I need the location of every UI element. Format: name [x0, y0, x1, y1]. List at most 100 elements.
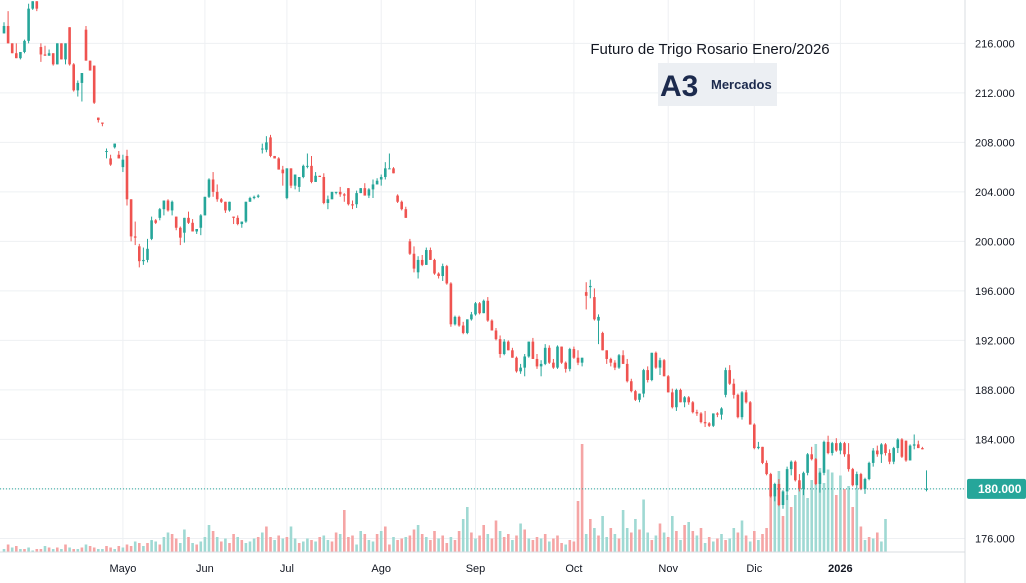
- candle-body: [593, 297, 596, 320]
- volume-bar: [224, 538, 227, 552]
- candle: [658, 357, 662, 376]
- volume-bar: [568, 540, 572, 552]
- candle-body: [43, 54, 47, 56]
- candle: [129, 199, 133, 242]
- volume-bar: [211, 531, 215, 552]
- candle: [617, 354, 621, 369]
- candle: [650, 352, 654, 382]
- candle: [72, 63, 75, 92]
- candle: [597, 314, 600, 345]
- candle-body: [654, 352, 658, 368]
- volume-bar: [527, 538, 531, 552]
- candle: [863, 477, 867, 494]
- candle-body: [416, 259, 420, 273]
- volume-bar: [802, 474, 805, 552]
- candle-body: [420, 259, 424, 265]
- candle-body: [806, 454, 809, 473]
- candle: [84, 25, 88, 61]
- volume-bar: [195, 544, 198, 552]
- volume-bar: [478, 535, 481, 552]
- candle-body: [884, 444, 887, 454]
- candle: [228, 201, 231, 212]
- candle: [765, 460, 768, 476]
- candle-body: [527, 341, 531, 357]
- y-tick-label: 192.000: [975, 335, 1015, 347]
- candle: [523, 354, 526, 377]
- candle-body: [511, 350, 514, 358]
- candle: [683, 396, 686, 408]
- candle: [334, 191, 338, 195]
- candle-body: [630, 381, 633, 392]
- candle-body: [818, 472, 822, 484]
- volume-bars: [2, 444, 887, 552]
- candle-body: [683, 397, 686, 403]
- candle: [355, 190, 358, 208]
- candle: [486, 297, 490, 322]
- candle: [896, 438, 900, 454]
- candle: [322, 173, 326, 205]
- candle: [117, 151, 121, 159]
- time-axis[interactable]: Mayo Jun Jul Ago Sep Oct Nov Dic 2026: [0, 551, 965, 575]
- candle: [876, 445, 879, 457]
- candle: [707, 422, 711, 428]
- candle-body: [753, 424, 756, 449]
- volume-bar: [654, 535, 658, 552]
- volume-bar: [425, 537, 428, 552]
- candle-body: [548, 347, 551, 363]
- candle-body: [326, 199, 330, 203]
- candle-body: [568, 349, 572, 369]
- logo-mark: A3: [660, 70, 698, 103]
- candle: [174, 216, 178, 231]
- candle-body: [605, 350, 608, 359]
- volume-bar: [835, 495, 838, 552]
- candle: [474, 302, 477, 316]
- candle-body: [371, 184, 375, 190]
- candle: [68, 27, 71, 66]
- candle: [527, 341, 531, 358]
- candle-body: [97, 117, 100, 121]
- candle: [60, 43, 63, 60]
- candle: [170, 200, 174, 216]
- candle: [441, 263, 444, 281]
- candle-body: [892, 448, 895, 462]
- candle-body: [482, 300, 485, 314]
- price-axis[interactable]: 216.000 212.000 208.000 204.000 200.000 196.0…: [964, 0, 1015, 583]
- candle: [326, 195, 330, 210]
- candle-body: [412, 253, 416, 269]
- candle-body: [855, 474, 859, 486]
- candle: [437, 272, 440, 279]
- volume-bar: [80, 547, 84, 552]
- candle-body: [822, 441, 826, 473]
- candle: [810, 446, 813, 461]
- candle: [773, 482, 777, 502]
- candle: [338, 186, 342, 197]
- candle-body: [408, 241, 412, 254]
- volume-bar: [371, 541, 375, 552]
- candle-body: [129, 199, 133, 237]
- candle: [396, 194, 399, 203]
- volume-bar: [847, 486, 850, 552]
- candle: [56, 43, 59, 65]
- candle-body: [211, 179, 215, 192]
- volume-bar: [84, 544, 88, 552]
- candle-body: [601, 332, 604, 351]
- a3-mercados-logo: A3 Mercados: [658, 63, 777, 106]
- volume-bar: [273, 540, 276, 552]
- volume-bar: [97, 549, 100, 552]
- candle-body: [199, 215, 203, 228]
- volume-bar: [179, 543, 182, 552]
- volume-bar: [543, 534, 547, 552]
- candle: [318, 175, 321, 178]
- volume-bar: [502, 537, 506, 552]
- volume-bar: [277, 535, 280, 552]
- candle: [375, 178, 379, 185]
- candle: [609, 357, 613, 367]
- candle-body: [498, 339, 502, 355]
- candle: [560, 346, 563, 364]
- volume-bar: [564, 544, 567, 552]
- candle-body: [523, 356, 526, 368]
- candle-body: [671, 392, 674, 408]
- candle-body: [314, 175, 317, 182]
- candle: [466, 319, 469, 335]
